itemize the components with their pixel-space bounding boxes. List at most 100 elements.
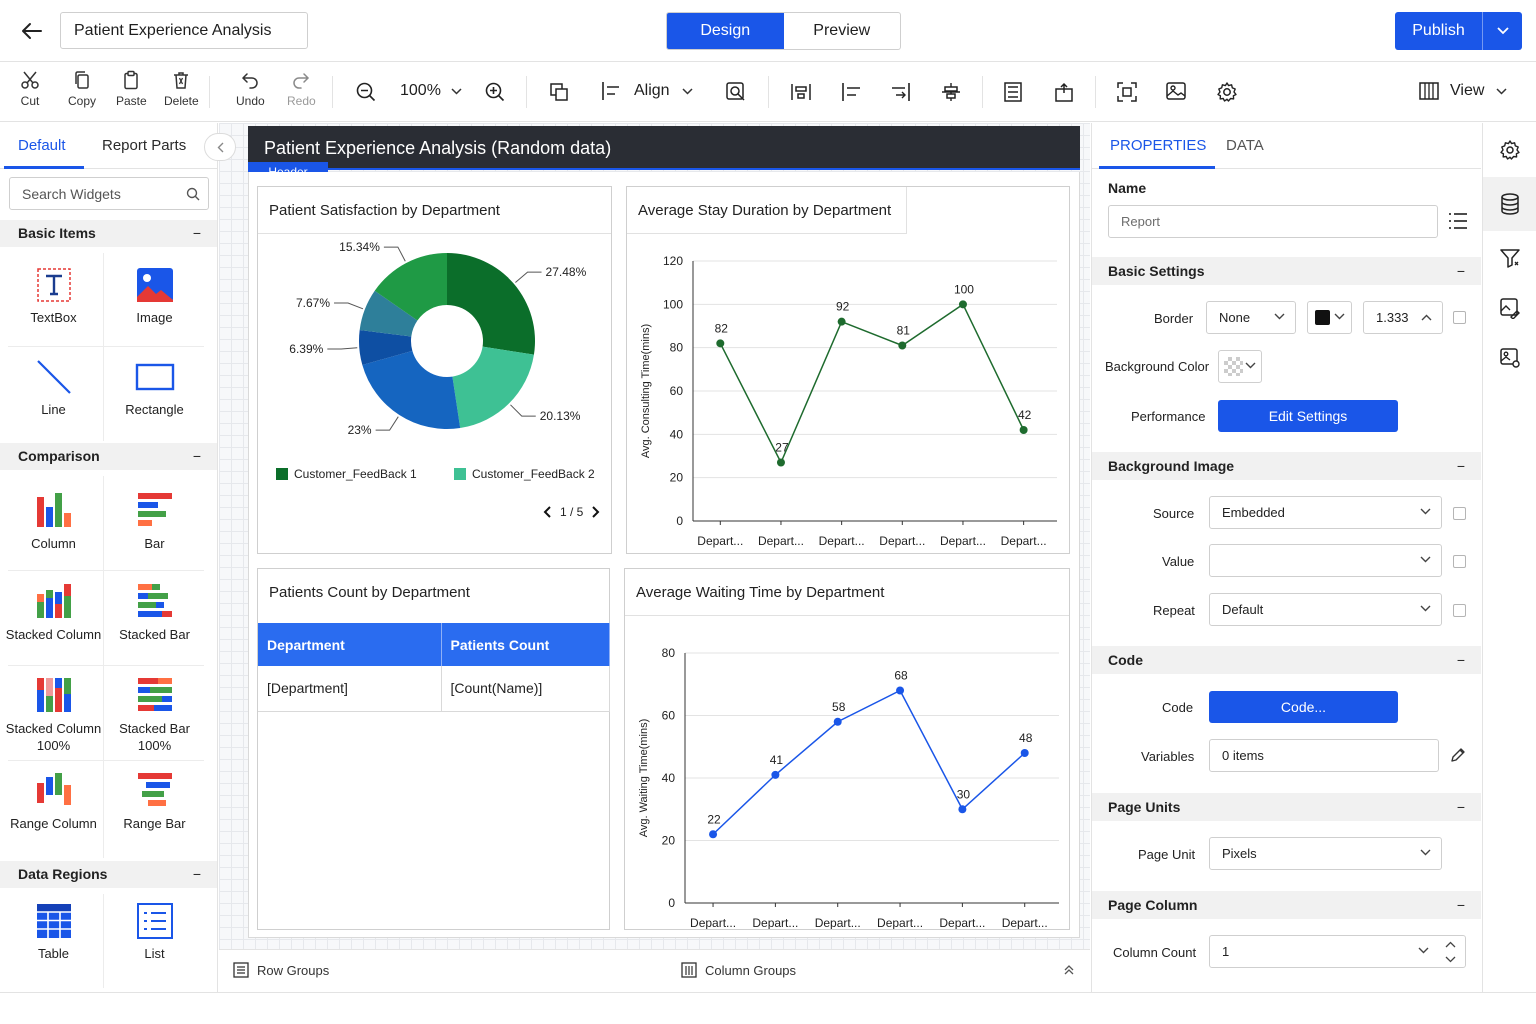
table-cell[interactable]: [Count(Name)] <box>441 666 610 712</box>
redo-button[interactable]: Redo <box>287 70 316 108</box>
border-color-picker[interactable] <box>1307 301 1352 334</box>
column-groups-button[interactable]: Column Groups <box>681 962 796 978</box>
collapse-minus-icon[interactable]: − <box>1456 897 1465 913</box>
section-page-units[interactable]: Page Units − <box>1092 793 1481 821</box>
bring-to-front-icon[interactable] <box>545 78 573 106</box>
column-count-select[interactable]: 1 <box>1209 935 1466 968</box>
name-input[interactable]: Report <box>1108 205 1438 238</box>
paste-button[interactable]: Paste <box>116 70 147 108</box>
edit-settings-button[interactable]: Edit Settings <box>1218 400 1398 432</box>
report-header[interactable]: Patient Experience Analysis (Random data… <box>248 126 1080 170</box>
chevron-left-icon[interactable] <box>542 506 552 518</box>
widget-stacked-column[interactable]: Stacked Column <box>3 582 104 643</box>
list-icon[interactable] <box>1448 212 1468 230</box>
back-arrow-icon[interactable] <box>18 18 46 44</box>
stepper-arrows-icon[interactable] <box>1445 940 1456 964</box>
widget-stacked-column-100[interactable]: Stacked Column 100% <box>3 676 104 754</box>
cut-button[interactable]: Cut <box>20 70 40 108</box>
patients-table[interactable]: Department Patients Count [Department] [… <box>258 623 610 712</box>
widget-column[interactable]: Column <box>3 491 104 552</box>
page-export-icon[interactable] <box>1050 78 1078 106</box>
align-dropdown[interactable]: Align <box>600 80 693 102</box>
header-footer-icon[interactable] <box>999 78 1027 106</box>
source-checkbox[interactable] <box>1453 507 1466 520</box>
publish-button[interactable]: Publish <box>1412 22 1465 39</box>
category-basic-items[interactable]: Basic Items − <box>0 220 217 247</box>
design-mode-button[interactable]: Design <box>667 13 784 49</box>
variables-input[interactable]: 0 items <box>1209 739 1439 772</box>
collapse-minus-icon[interactable]: − <box>192 866 201 882</box>
gear-icon[interactable] <box>1483 123 1536 177</box>
image-settings-icon[interactable] <box>1163 78 1191 106</box>
align-middle-icon[interactable] <box>937 78 965 106</box>
value-checkbox[interactable] <box>1453 555 1466 568</box>
collapse-minus-icon[interactable]: − <box>1456 458 1465 474</box>
widget-list[interactable]: List <box>104 903 205 962</box>
section-code[interactable]: Code − <box>1092 646 1481 674</box>
source-select[interactable]: Embedded <box>1209 496 1442 529</box>
section-basic-settings[interactable]: Basic Settings − <box>1092 257 1481 285</box>
border-style-select[interactable]: None <box>1206 301 1296 334</box>
tab-properties[interactable]: PROPERTIES <box>1110 137 1207 154</box>
zoom-in-icon[interactable] <box>481 78 509 106</box>
table-cell[interactable]: [Department] <box>258 666 442 712</box>
widget-image[interactable]: Image <box>104 267 205 326</box>
zoom-fit-icon[interactable] <box>722 78 750 106</box>
widget-stacked-bar[interactable]: Stacked Bar <box>104 582 205 643</box>
collapse-minus-icon[interactable]: − <box>1456 652 1465 668</box>
zoom-level-select[interactable]: 100% <box>400 82 462 100</box>
widget-textbox[interactable]: TextBox <box>3 267 104 326</box>
widget-range-column[interactable]: Range Column <box>3 771 104 832</box>
page-unit-select[interactable]: Pixels <box>1209 837 1442 870</box>
value-select[interactable] <box>1209 544 1442 577</box>
align-right-edge-icon[interactable] <box>887 78 915 106</box>
report-title-input[interactable]: Patient Experience Analysis <box>60 12 308 49</box>
database-icon[interactable] <box>1483 177 1536 231</box>
row-groups-button[interactable]: Row Groups <box>233 962 329 978</box>
align-left-edge-icon[interactable] <box>837 78 865 106</box>
undo-button[interactable]: Undo <box>236 70 265 108</box>
view-dropdown[interactable]: View <box>1418 80 1507 102</box>
image-edit-icon[interactable] <box>1483 281 1536 335</box>
background-color-picker[interactable] <box>1218 350 1262 383</box>
align-center-icon[interactable] <box>787 78 815 106</box>
satisfaction-chart-card[interactable]: Patient Satisfaction by Department 27.48… <box>257 186 612 554</box>
waiting-time-chart-card[interactable]: Average Waiting Time by Department 0 20 40… <box>624 568 1070 930</box>
widget-bar[interactable]: Bar <box>104 491 205 552</box>
border-width-stepper[interactable]: 1.333 <box>1363 301 1443 334</box>
stay-duration-chart-card[interactable]: Average Stay Duration by Department 0 20 4… <box>626 186 1070 554</box>
report-body[interactable]: Patient Satisfaction by Department 27.48… <box>248 172 1080 938</box>
patients-count-card[interactable]: Patients Count by Department Department … <box>257 568 610 930</box>
collapse-minus-icon[interactable]: − <box>192 225 201 241</box>
category-comparison[interactable]: Comparison − <box>0 443 217 470</box>
preview-mode-button[interactable]: Preview <box>813 22 871 39</box>
copy-button[interactable]: Copy <box>68 70 96 108</box>
tab-report-parts[interactable]: Report Parts <box>102 137 187 154</box>
chevron-up-icon[interactable] <box>1421 314 1432 321</box>
filter-icon[interactable] <box>1483 231 1536 285</box>
widget-rectangle[interactable]: Rectangle <box>104 359 205 418</box>
double-chevron-up-icon[interactable] <box>1063 964 1075 976</box>
widget-range-bar[interactable]: Range Bar <box>104 771 205 832</box>
zoom-out-icon[interactable] <box>352 78 380 106</box>
column-header[interactable]: Department <box>258 623 442 666</box>
tab-data[interactable]: DATA <box>1226 137 1264 154</box>
delete-button[interactable]: Delete <box>164 70 199 108</box>
select-frame-icon[interactable] <box>1113 78 1141 106</box>
widget-stacked-bar-100[interactable]: Stacked Bar 100% <box>104 676 205 754</box>
collapse-minus-icon[interactable]: − <box>1456 799 1465 815</box>
gear-icon[interactable] <box>1213 78 1241 106</box>
section-background-image[interactable]: Background Image − <box>1092 452 1481 480</box>
repeat-select[interactable]: Default <box>1209 593 1442 626</box>
category-data-regions[interactable]: Data Regions − <box>0 861 217 888</box>
section-page-column[interactable]: Page Column − <box>1092 891 1481 919</box>
publish-dropdown-chevron-icon[interactable] <box>1482 12 1522 50</box>
border-checkbox[interactable] <box>1453 311 1466 324</box>
collapse-minus-icon[interactable]: − <box>192 448 201 464</box>
widget-line[interactable]: Line <box>3 359 104 418</box>
tab-default[interactable]: Default <box>18 137 66 154</box>
column-header[interactable]: Patients Count <box>441 623 610 666</box>
search-input[interactable] <box>10 178 170 209</box>
collapse-panel-button[interactable] <box>204 133 236 161</box>
code-button[interactable]: Code... <box>1209 691 1398 723</box>
